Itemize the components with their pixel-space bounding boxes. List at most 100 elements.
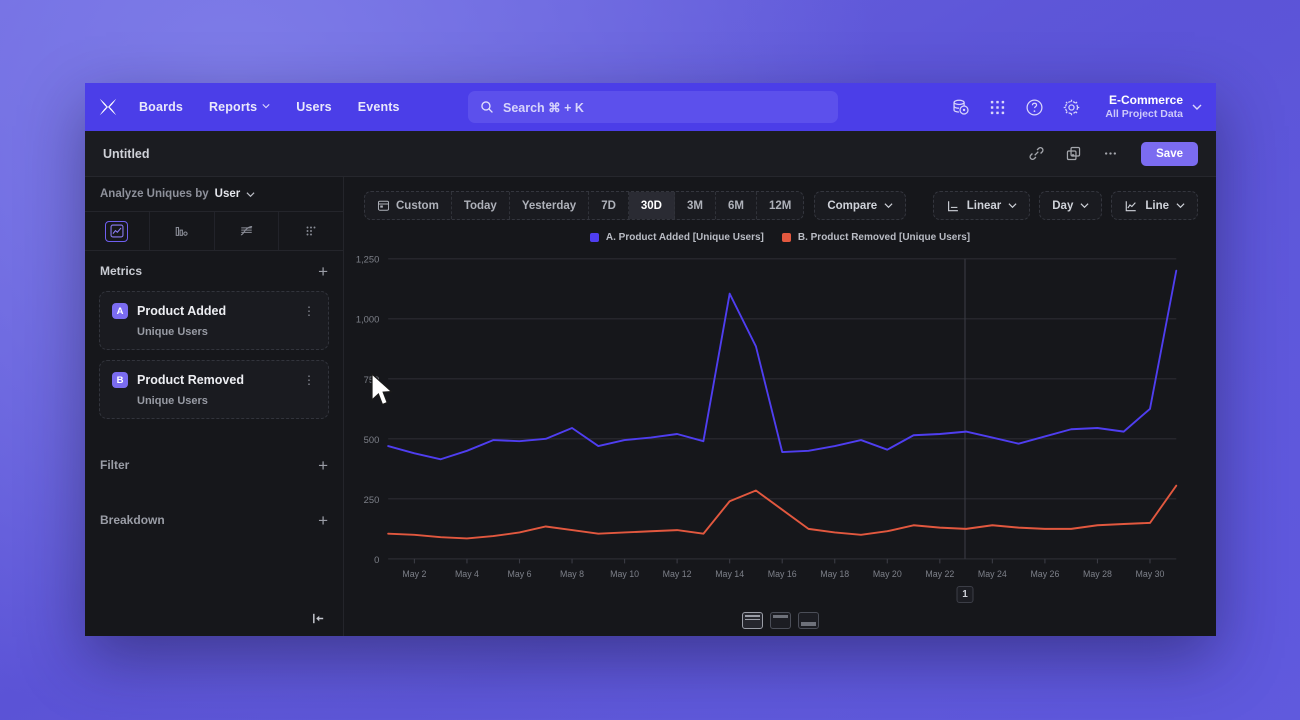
nav-link-boards[interactable]: Boards bbox=[139, 100, 183, 114]
chart-legend: A. Product Added [Unique Users] B. Produ… bbox=[344, 232, 1216, 243]
scale-label: Linear bbox=[966, 199, 1002, 212]
matrix-grid-icon bbox=[300, 221, 323, 242]
gear-icon[interactable] bbox=[1062, 98, 1081, 117]
app-logo[interactable] bbox=[85, 96, 131, 118]
legend-swatch-b bbox=[781, 233, 791, 242]
add-filter-button[interactable]: + bbox=[318, 455, 328, 475]
viz-tab-bar-chart[interactable] bbox=[150, 212, 215, 250]
visualization-tabs bbox=[85, 212, 343, 251]
add-breakdown-button[interactable]: + bbox=[318, 510, 328, 530]
legend-label-a: A. Product Added [Unique Users] bbox=[605, 232, 764, 243]
viz-tab-matrix-grid[interactable] bbox=[279, 212, 343, 250]
analyze-uniques-row: Analyze Uniques by User bbox=[85, 177, 343, 212]
metric-card-top: A Product Added ⋮ bbox=[112, 303, 316, 319]
svg-text:May 24: May 24 bbox=[978, 569, 1007, 579]
metric-name: Product Added bbox=[137, 304, 227, 318]
flow-area-icon bbox=[235, 221, 258, 242]
date-range-30d[interactable]: 30D bbox=[628, 192, 675, 219]
svg-text:1,000: 1,000 bbox=[356, 315, 379, 326]
annotation-marker[interactable]: 1 bbox=[956, 585, 974, 603]
link-icon[interactable] bbox=[1028, 145, 1045, 162]
date-range-custom[interactable]: Custom bbox=[365, 192, 452, 219]
svg-text:May 8: May 8 bbox=[560, 569, 584, 579]
nav-link-events[interactable]: Events bbox=[358, 100, 400, 114]
date-range-7d[interactable]: 7D bbox=[589, 192, 629, 219]
date-range-yesterday-label: Yesterday bbox=[521, 199, 577, 212]
nav-link-users[interactable]: Users bbox=[296, 100, 332, 114]
metric-menu-button[interactable]: ⋮ bbox=[303, 304, 316, 318]
date-range-6m[interactable]: 6M bbox=[716, 192, 757, 219]
date-range-3m-label: 3M bbox=[687, 199, 703, 212]
line-chart-icon bbox=[1126, 200, 1137, 211]
date-range-12m[interactable]: 12M bbox=[757, 192, 803, 219]
nav-link-events-label: Events bbox=[357, 100, 400, 114]
apps-grid-icon[interactable] bbox=[988, 98, 1007, 117]
main-panel: Custom Today Yesterday 7D 30D 3M 6M 12M … bbox=[344, 177, 1216, 636]
more-horizontal-icon[interactable] bbox=[1102, 145, 1119, 162]
duplicate-icon[interactable] bbox=[1065, 145, 1082, 162]
line-chart-icon bbox=[105, 220, 129, 242]
svg-text:May 20: May 20 bbox=[873, 569, 902, 579]
metric-subtitle: Unique Users bbox=[137, 395, 208, 407]
legend-item-a[interactable]: A. Product Added [Unique Users] bbox=[589, 232, 764, 243]
bottom-layout-bar bbox=[344, 604, 1216, 636]
metric-menu-button[interactable]: ⋮ bbox=[303, 373, 316, 387]
nav-link-reports[interactable]: Reports bbox=[209, 100, 270, 114]
svg-text:May 16: May 16 bbox=[768, 569, 797, 579]
layout-bottom-icon[interactable] bbox=[797, 611, 819, 629]
svg-text:May 2: May 2 bbox=[402, 569, 426, 579]
page-title[interactable]: Untitled bbox=[103, 146, 150, 161]
date-range-today[interactable]: Today bbox=[452, 192, 510, 219]
axis-linear-icon bbox=[947, 200, 958, 211]
nav-right-cluster: E-Commerce All Project Data bbox=[951, 93, 1202, 121]
chart-toolbar: Custom Today Yesterday 7D 30D 3M 6M 12M … bbox=[344, 177, 1216, 220]
svg-text:1,250: 1,250 bbox=[356, 255, 379, 266]
layout-top-icon[interactable] bbox=[769, 611, 791, 629]
scale-dropdown[interactable]: Linear bbox=[932, 191, 1031, 220]
chart-type-label: Line bbox=[1145, 199, 1169, 212]
chevron-down-icon bbox=[884, 203, 893, 209]
compare-dropdown[interactable]: Compare bbox=[814, 191, 907, 220]
nav-link-users-label: Users bbox=[296, 100, 332, 114]
legend-item-b[interactable]: B. Product Removed [Unique Users] bbox=[781, 232, 971, 243]
chart-type-dropdown[interactable]: Line bbox=[1111, 191, 1198, 220]
data-stack-icon[interactable] bbox=[951, 98, 970, 117]
project-selector[interactable]: E-Commerce All Project Data bbox=[1105, 93, 1202, 121]
date-range-6m-label: 6M bbox=[727, 199, 744, 212]
metric-card-top: B Product Removed ⋮ bbox=[112, 372, 316, 388]
body-split: Analyze Uniques by User bbox=[85, 177, 1216, 636]
calendar-icon bbox=[377, 200, 390, 211]
svg-text:May 22: May 22 bbox=[925, 569, 954, 579]
viz-tab-line-chart[interactable] bbox=[85, 212, 150, 250]
document-header: Untitled Save bbox=[85, 131, 1216, 177]
metrics-section-header: Metrics + bbox=[85, 251, 343, 291]
help-circle-icon[interactable] bbox=[1025, 98, 1044, 117]
legend-label-b: B. Product Removed [Unique Users] bbox=[797, 232, 971, 243]
analyze-label: Analyze Uniques by bbox=[100, 188, 209, 200]
svg-text:250: 250 bbox=[364, 495, 380, 506]
chart-area[interactable]: 0 250 500 750 1,000 1,250 May 2 May 4 May 6 May 8… bbox=[344, 243, 1216, 604]
date-range-3m[interactable]: 3M bbox=[675, 192, 716, 219]
svg-text:May 18: May 18 bbox=[820, 569, 849, 579]
svg-text:500: 500 bbox=[364, 435, 380, 446]
interval-dropdown[interactable]: Day bbox=[1039, 191, 1103, 220]
metric-card-product-removed[interactable]: B Product Removed ⋮ Unique Users bbox=[99, 360, 329, 419]
date-range-yesterday[interactable]: Yesterday bbox=[510, 192, 590, 219]
svg-text:May 14: May 14 bbox=[715, 569, 744, 579]
analyze-value-dropdown[interactable]: User bbox=[214, 188, 241, 200]
metric-badge-a: A bbox=[112, 303, 128, 319]
filter-title: Filter bbox=[100, 458, 130, 472]
sidebar: Analyze Uniques by User bbox=[85, 177, 344, 636]
viz-tab-flow-area[interactable] bbox=[215, 212, 280, 250]
save-button[interactable]: Save bbox=[1141, 141, 1198, 166]
add-metric-button[interactable]: + bbox=[318, 261, 328, 281]
date-range-7d-label: 7D bbox=[601, 199, 616, 212]
line-chart: 0 250 500 750 1,000 1,250 May 2 May 4 May 6 May 8… bbox=[356, 255, 1178, 579]
svg-text:May 10: May 10 bbox=[610, 569, 639, 579]
collapse-sidebar-icon[interactable] bbox=[307, 607, 329, 629]
layout-split-icon[interactable] bbox=[741, 611, 763, 629]
search-input[interactable]: Search ⌘ + K bbox=[468, 91, 838, 123]
metric-card-product-added[interactable]: A Product Added ⋮ Unique Users bbox=[99, 291, 329, 350]
project-name: E-Commerce bbox=[1108, 92, 1183, 107]
search-icon bbox=[481, 101, 493, 113]
